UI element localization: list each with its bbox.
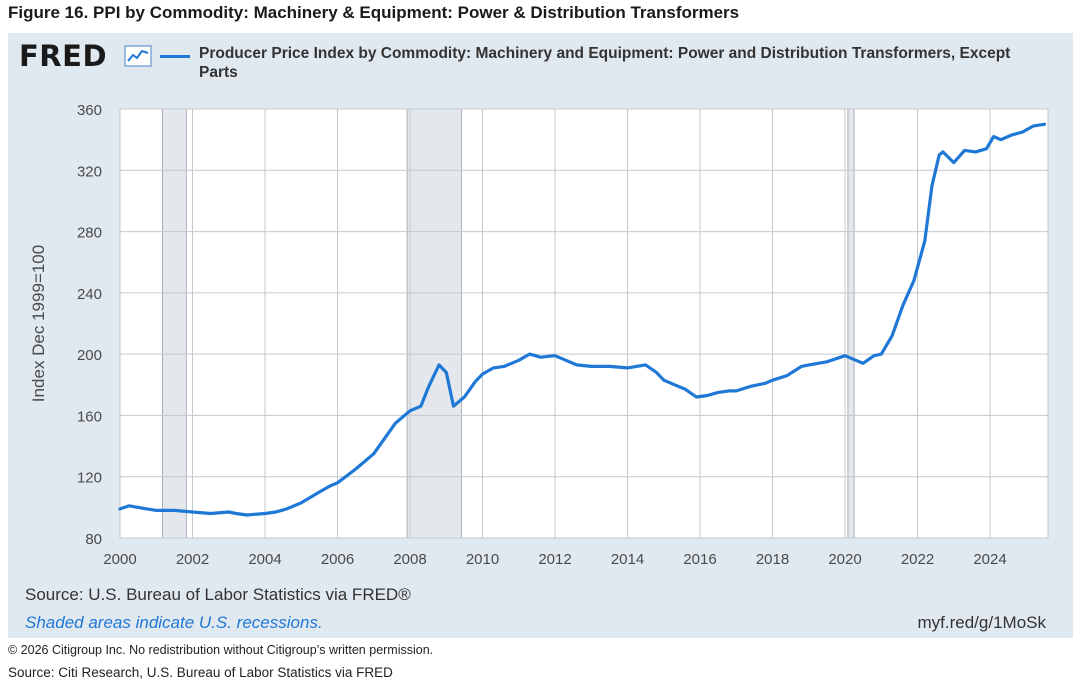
plot-area xyxy=(120,109,1048,538)
y-tick-label: 160 xyxy=(77,408,102,425)
x-tick-label: 2010 xyxy=(466,551,499,568)
y-tick-label: 120 xyxy=(77,470,102,487)
legend-label: Producer Price Index by Commodity: Machi… xyxy=(199,45,1011,81)
figure-title: Figure 16. PPI by Commodity: Machinery &… xyxy=(8,3,740,22)
y-axis-label: Index Dec 1999=100 xyxy=(29,245,48,402)
series-lines xyxy=(118,122,1047,517)
fred-logo: FRED xyxy=(19,39,108,73)
axis-labels: 80 120 160 200 240 280 320 360 2000 2002 2004 2006 2… xyxy=(29,102,1007,568)
y-tick-label: 240 xyxy=(77,286,102,303)
x-tick-label: 2022 xyxy=(901,551,934,568)
x-tick-label: 2008 xyxy=(393,551,426,568)
x-tick-label: 2014 xyxy=(611,551,644,568)
x-tick-label: 2004 xyxy=(248,551,281,568)
bottom-source-note: Source: Citi Research, U.S. Bureau of La… xyxy=(8,665,393,680)
source-note: Source: U.S. Bureau of Labor Statistics … xyxy=(25,585,411,604)
x-tick-label: 2024 xyxy=(973,551,1006,568)
recession-bands xyxy=(162,108,855,539)
x-tick-label: 2012 xyxy=(538,551,571,568)
x-tick-label: 2016 xyxy=(683,551,716,568)
legend-swatch xyxy=(160,55,190,58)
y-tick-label: 80 xyxy=(85,531,102,548)
series-line-1 xyxy=(118,122,1047,517)
x-tick-label: 2002 xyxy=(176,551,209,568)
y-tick-label: 280 xyxy=(77,225,102,242)
recession-band-1 xyxy=(162,108,187,539)
x-tick-label: 2018 xyxy=(756,551,789,568)
y-tick-label: 320 xyxy=(77,163,102,180)
gridlines xyxy=(119,108,1049,539)
x-tick-label: 2020 xyxy=(828,551,861,568)
y-tick-label: 360 xyxy=(77,102,102,119)
trend-chart-icon xyxy=(124,45,152,67)
plot-border xyxy=(119,108,1049,539)
short-url-link[interactable]: myf.red/g/1MoSk xyxy=(917,613,1047,632)
x-tick-label: 2000 xyxy=(103,551,136,568)
y-tick-label: 200 xyxy=(77,347,102,364)
recession-band-3 xyxy=(847,108,855,539)
recession-band-2 xyxy=(406,108,462,539)
recession-note: Shaded areas indicate U.S. recessions. xyxy=(25,613,323,632)
x-tick-label: 2006 xyxy=(321,551,354,568)
copyright-note: © 2026 Citigroup Inc. No redistribution … xyxy=(8,643,434,657)
